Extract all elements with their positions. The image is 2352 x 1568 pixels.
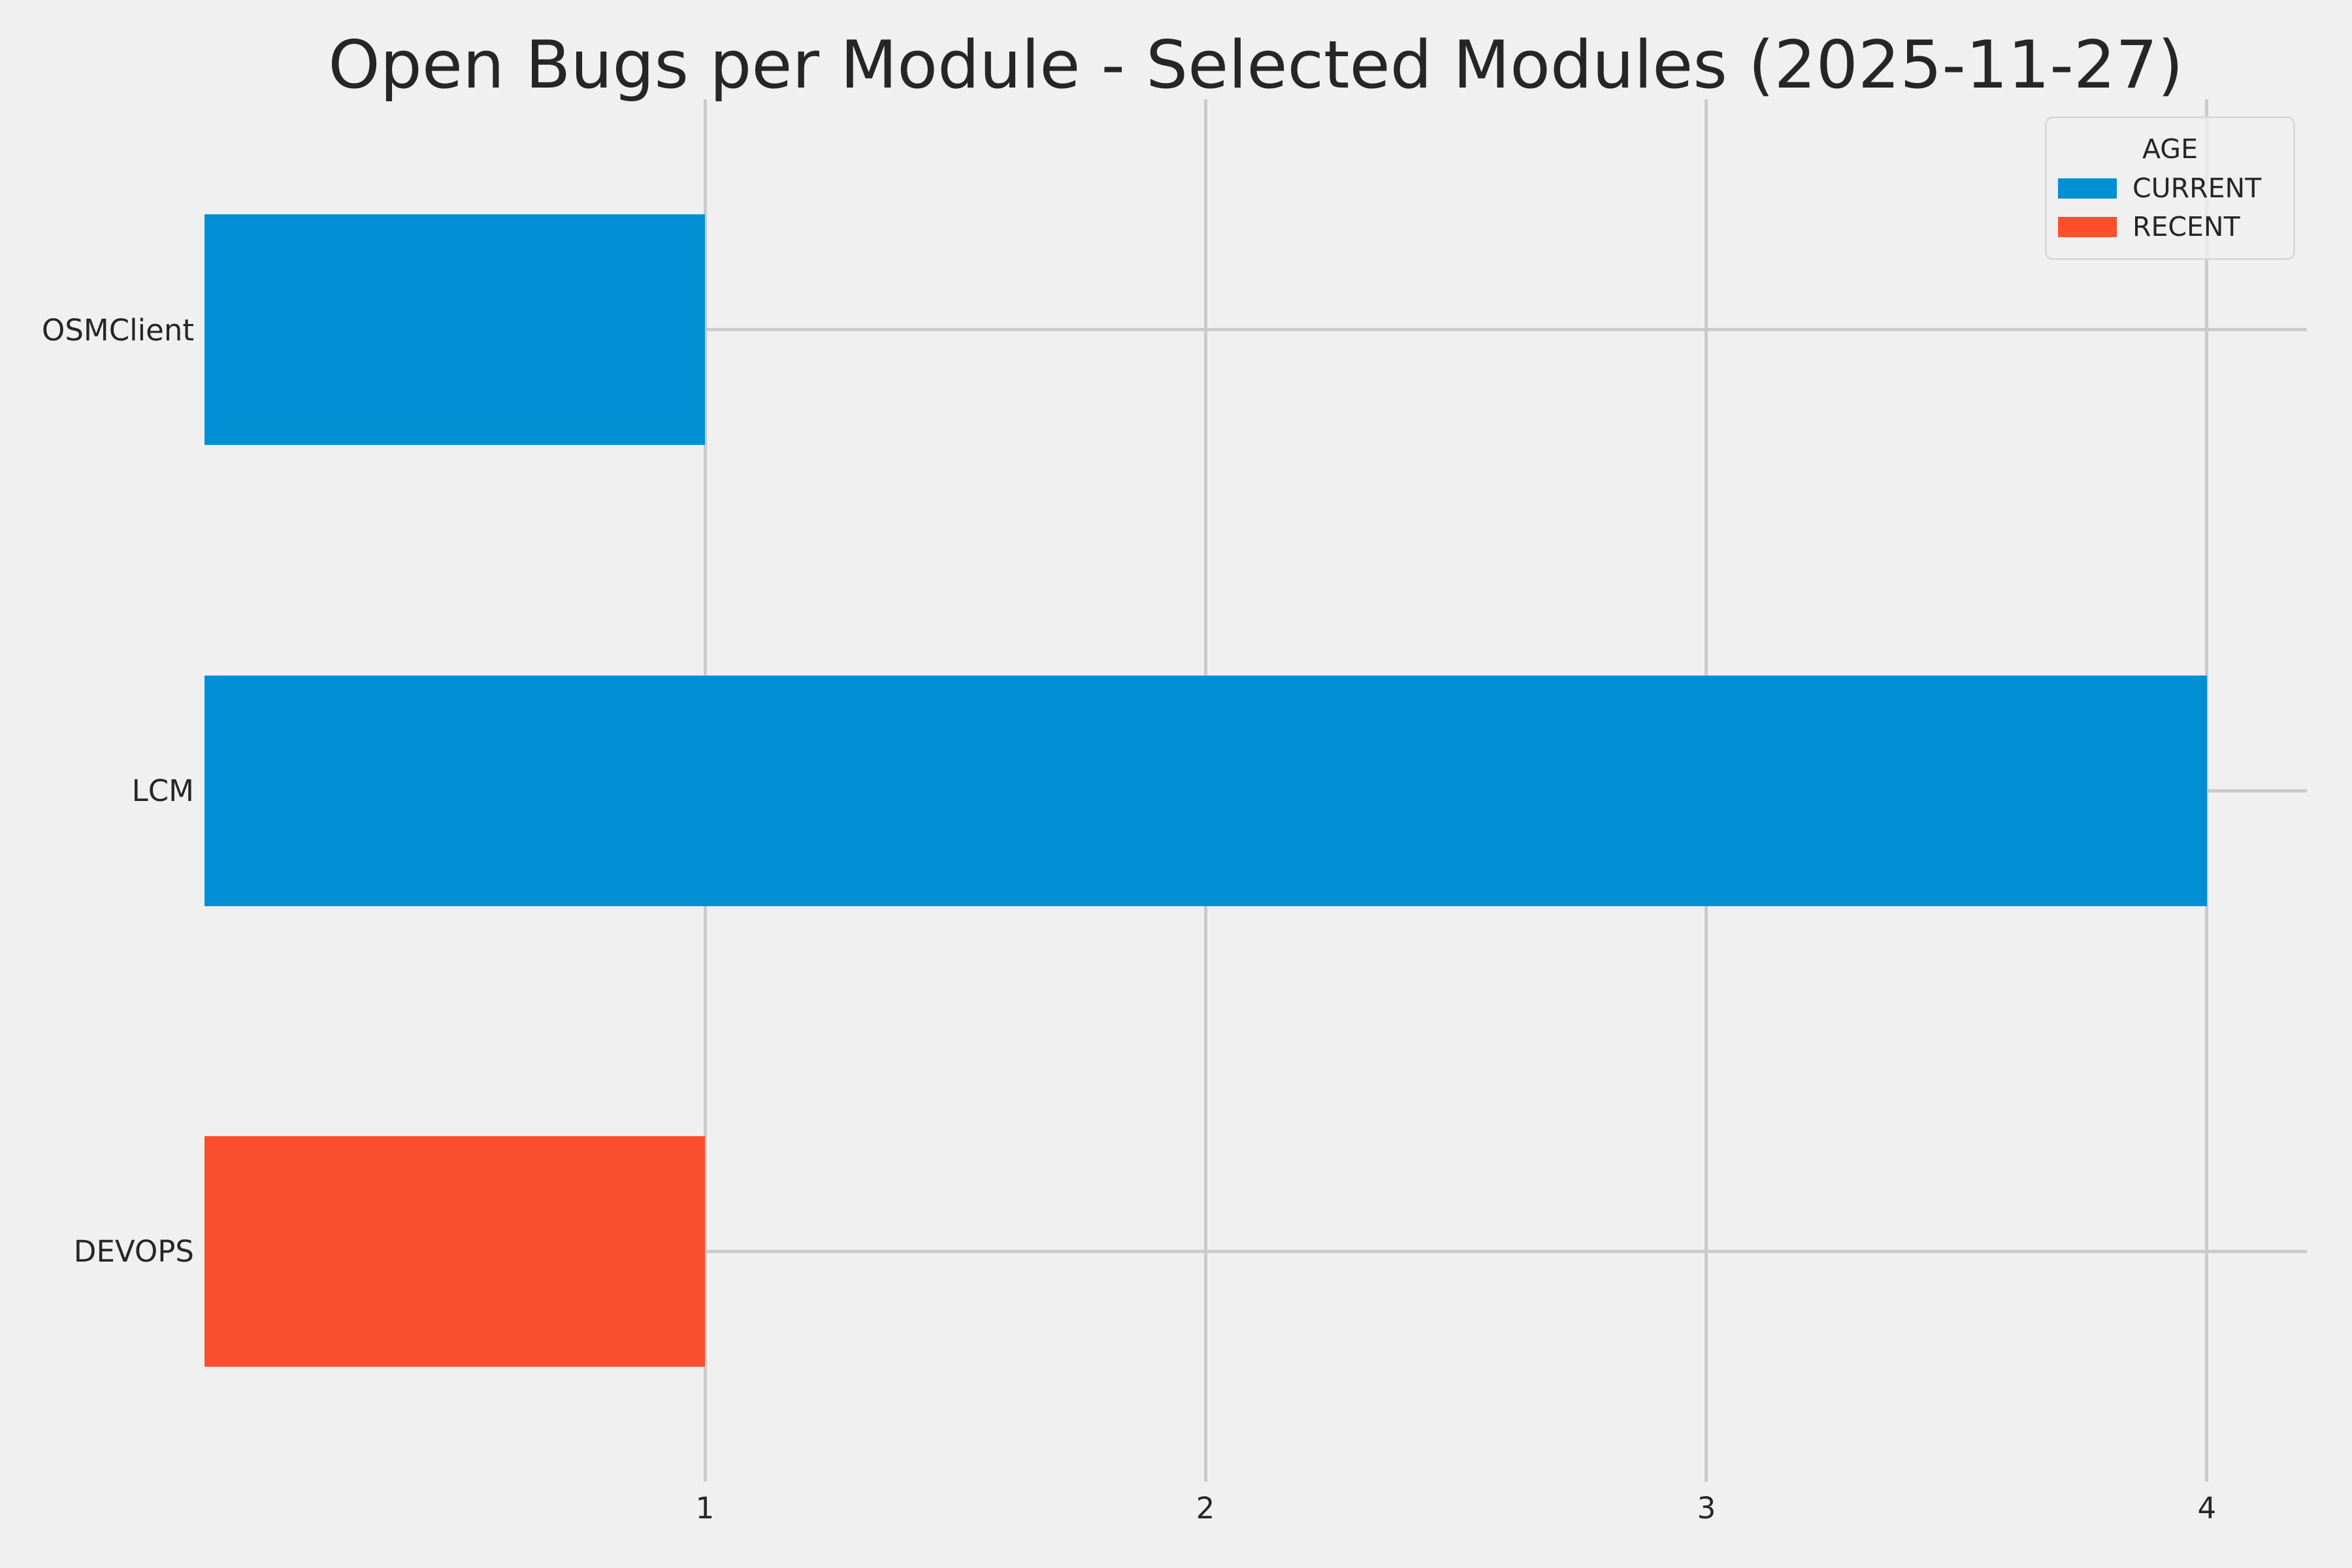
legend-title: AGE (2142, 133, 2198, 165)
legend-entry-current: CURRENT (2047, 172, 2293, 204)
legend-label-current: CURRENT (2132, 172, 2262, 204)
bar-devops (204, 1136, 705, 1367)
plot-area (204, 99, 2307, 1482)
gridline-row-devops (204, 1250, 2307, 1253)
chart-title: Open Bugs per Module - Selected Modules … (328, 26, 2183, 103)
bar-osmclient (204, 214, 705, 445)
y-tick-label-osmclient: OSMClient (41, 313, 194, 348)
legend-label-recent: RECENT (2132, 211, 2240, 243)
x-tick-label-3: 3 (1697, 1491, 1716, 1526)
bar-lcm (204, 676, 2207, 906)
legend-swatch-recent (2058, 217, 2117, 238)
legend: AGE CURRENT RECENT (2045, 116, 2295, 260)
x-tick-label-2: 2 (1196, 1491, 1215, 1526)
gridline-row-osmclient (204, 328, 2307, 331)
legend-entry-recent: RECENT (2047, 214, 2293, 240)
y-tick-label-lcm: LCM (131, 774, 194, 808)
x-tick-label-1: 1 (695, 1491, 715, 1526)
x-tick-label-4: 4 (2197, 1491, 2217, 1526)
legend-swatch-current (2058, 178, 2117, 199)
y-tick-label-devops: DEVOPS (73, 1234, 194, 1269)
